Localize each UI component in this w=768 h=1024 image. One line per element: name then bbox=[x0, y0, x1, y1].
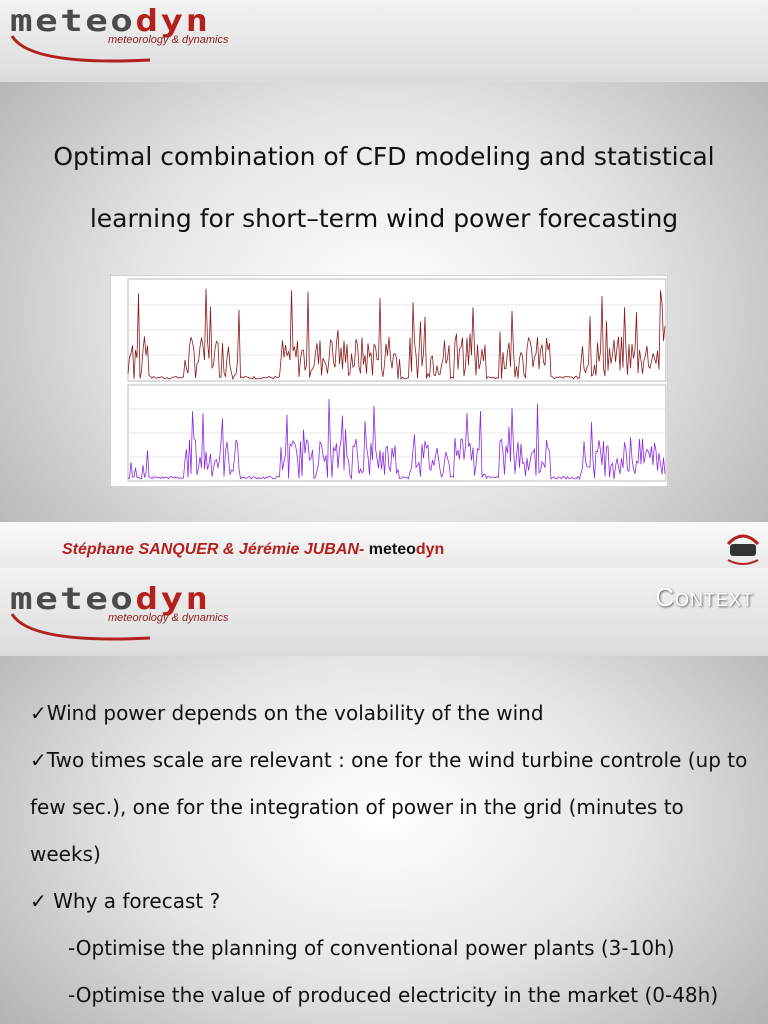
title-line: learning for short–term wind power forec… bbox=[89, 204, 679, 233]
figure bbox=[110, 275, 668, 487]
authors: Stéphane SANQUER & Jérémie JUBAN- meteod… bbox=[62, 541, 444, 559]
section-heading: CONTEXT bbox=[655, 582, 754, 612]
bullet: -Optimise the value of produced electric… bbox=[68, 983, 719, 1007]
header-band bbox=[0, 568, 768, 656]
brand: meteo bbox=[10, 4, 136, 39]
brand: dyn bbox=[135, 4, 211, 39]
bullet: ✓Two times scale are relevant : one for … bbox=[30, 748, 748, 866]
tagline: meteorology & dynamics bbox=[108, 34, 229, 46]
figure-trace bbox=[127, 288, 666, 381]
figure-trace bbox=[127, 398, 666, 481]
logo-icon bbox=[726, 534, 760, 565]
title-line: Optimal combination of CFD modeling and … bbox=[53, 142, 715, 171]
bullet: ✓Wind power depends on the volability of… bbox=[30, 701, 544, 725]
brand: meteo bbox=[368, 541, 416, 558]
logo-word: meteodyn bbox=[10, 582, 211, 617]
brand: dyn bbox=[415, 541, 445, 558]
footer-band bbox=[0, 522, 768, 568]
brand: meteo bbox=[10, 582, 136, 617]
logo-swoosh bbox=[10, 35, 151, 63]
author-names: Stéphane SANQUER & Jérémie JUBAN- bbox=[62, 541, 365, 558]
bullet: -Optimise the planning of conventional p… bbox=[68, 936, 675, 960]
logo-word: meteodyn bbox=[10, 4, 211, 39]
header-band bbox=[0, 0, 768, 82]
logo-swoosh bbox=[10, 613, 151, 641]
tagline: meteorology & dynamics bbox=[108, 612, 229, 624]
slide-2: meteodyn meteorology & dynamics bbox=[0, 568, 768, 1024]
logo: meteodyn meteorology & dynamics bbox=[10, 4, 250, 64]
bullet-list: ✓Wind power depends on the volability of… bbox=[30, 690, 755, 1019]
logo: meteodyn meteorology & dynamics bbox=[10, 582, 250, 642]
brand: dyn bbox=[135, 582, 211, 617]
bullet: ✓ Why a forecast ? bbox=[30, 889, 221, 913]
slide-1: meteodyn meteorology & dynamics Optimal … bbox=[0, 0, 768, 568]
